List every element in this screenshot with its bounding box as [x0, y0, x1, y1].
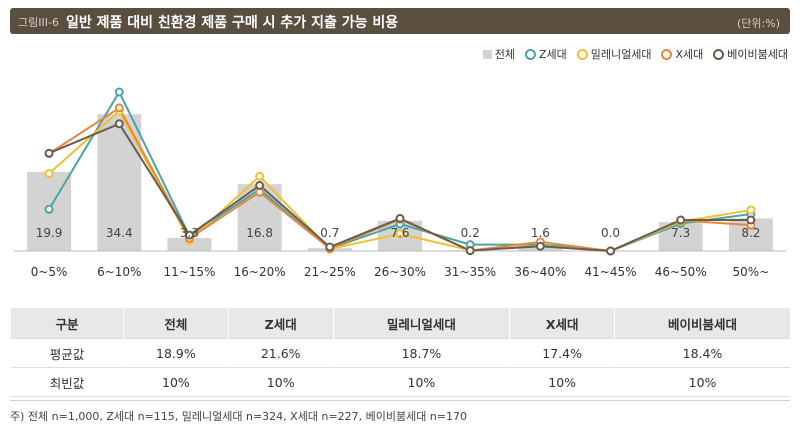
bar-value-label: 16.8	[246, 226, 273, 240]
table-cell: 18.9%	[123, 338, 229, 368]
legend: 전체 Z세대 밀레니얼세대 X세대 베이비붐세대	[482, 46, 788, 62]
table-cell: 10%	[227, 367, 334, 397]
bar-value-label: 7.6	[390, 226, 409, 240]
bar-value-label: 34.4	[106, 226, 133, 240]
legend-item: 전체	[482, 46, 515, 62]
bar-value-label: 0.0	[601, 226, 620, 240]
legend-marker-icon	[713, 48, 725, 60]
data-point	[255, 180, 265, 190]
footer-divider	[10, 400, 790, 401]
chart-title: 일반 제품 대비 친환경 제품 구매 시 추가 지출 가능 비용	[66, 15, 399, 31]
table-cell: 17.4%	[509, 338, 615, 368]
table-cell: 18.7%	[332, 338, 510, 368]
data-point	[44, 148, 54, 158]
data-point	[395, 213, 405, 223]
x-tick-label: 6~10%	[97, 265, 141, 279]
row-label: 평균값	[10, 338, 124, 368]
table-cell: 21.6%	[227, 338, 334, 368]
table-header-cell: X세대	[509, 308, 615, 339]
stats-header-row: 구분 전체 Z세대 밀레니얼세대 X세대 베이비붐세대	[10, 308, 790, 339]
x-tick-label: 11~15%	[163, 265, 215, 279]
data-point	[44, 168, 54, 178]
x-tick-label: 36~40%	[514, 265, 566, 279]
legend-label: 베이비붐세대	[727, 48, 788, 61]
data-point	[325, 242, 335, 252]
x-tick-label: 31~35%	[444, 265, 496, 279]
figure-number: 그림III-6	[18, 16, 59, 29]
bar-value-label: 0.7	[320, 226, 339, 240]
row-label: 최빈값	[10, 367, 124, 397]
legend-label: 전체	[494, 48, 515, 61]
table-cell: 10%	[332, 367, 510, 397]
data-point	[535, 241, 545, 251]
x-tick-label: 46~50%	[655, 265, 707, 279]
footnote: 주) 전체 n=1,000, Z세대 n=115, 밀레니얼세대 n=324, …	[10, 410, 468, 423]
data-point	[395, 229, 405, 239]
table-header-cell: Z세대	[227, 308, 334, 339]
data-point	[465, 246, 475, 256]
x-tick-label: 16~20%	[234, 265, 286, 279]
unit-label: (단위:%)	[737, 17, 780, 30]
legend-label: X세대	[675, 48, 704, 61]
legend-label: Z세대	[538, 48, 567, 61]
stats-table: 구분 전체 Z세대 밀레니얼세대 X세대 베이비붐세대 평균값 18.9% 21.6% 18.7…	[10, 308, 790, 397]
bar-value-label: 1.6	[531, 226, 550, 240]
title-bar: 그림III-6 일반 제품 대비 친환경 제품 구매 시 추가 지출 가능 비용…	[10, 8, 790, 34]
x-tick-label: 50%~	[733, 265, 770, 279]
legend-label: 밀레니얼세대	[590, 48, 652, 61]
table-cell: 10%	[509, 367, 615, 397]
data-point	[606, 246, 616, 256]
chart: 19.9 34.4 3.3 16.8 0.7 7.6 0.2 1.6 0.0 7.3 8.2 0~5%…	[14, 87, 786, 279]
legend-item: 밀레니얼세대	[576, 46, 652, 62]
legend-item: X세대	[661, 46, 703, 62]
data-point	[44, 204, 54, 214]
legend-bar-swatch	[482, 49, 492, 59]
data-point	[746, 215, 756, 225]
table-row: 평균값 18.9% 21.6% 18.7% 17.4% 18.4%	[10, 338, 790, 368]
table-header-cell: 베이비붐세대	[614, 308, 790, 339]
bar-value-label: 0.2	[461, 226, 480, 240]
bar-value-label: 3.3	[180, 226, 199, 240]
legend-item: Z세대	[524, 46, 567, 62]
x-tick-label: 41~45%	[585, 265, 637, 279]
table-cell: 10%	[614, 367, 790, 397]
x-tick-label: 26~30%	[374, 265, 426, 279]
data-point	[255, 171, 265, 181]
legend-marker-icon	[524, 48, 536, 60]
x-tick-label: 0~5%	[31, 265, 68, 279]
data-point	[184, 230, 194, 240]
data-point	[114, 119, 124, 129]
table-row: 최빈값 10% 10% 10% 10% 10%	[10, 367, 790, 397]
table-cell: 10%	[123, 367, 229, 397]
data-point	[114, 87, 124, 97]
data-point	[746, 205, 756, 215]
legend-marker-icon	[576, 48, 588, 60]
table-cell: 18.4%	[614, 338, 790, 368]
legend-marker-icon	[661, 48, 673, 60]
bar-value-label: 8.2	[741, 226, 760, 240]
table-header-cell: 밀레니얼세대	[332, 308, 510, 339]
table-header-cell: 구분	[10, 308, 124, 339]
data-point	[676, 215, 686, 225]
legend-item: 베이비붐세대	[713, 46, 788, 62]
x-tick-label: 21~25%	[304, 265, 356, 279]
bar-value-label: 7.3	[671, 226, 690, 240]
bar-value-label: 19.9	[36, 226, 63, 240]
data-point	[114, 103, 124, 113]
table-header-cell: 전체	[123, 308, 229, 339]
